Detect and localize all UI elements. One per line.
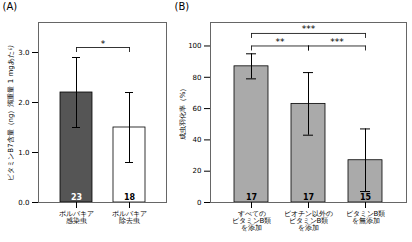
svg-text:*: *	[101, 39, 106, 49]
svg-text:17: 17	[246, 193, 257, 202]
svg-text:20: 20	[193, 167, 202, 175]
svg-text:(B): (B)	[175, 1, 190, 12]
svg-text:ビタミンB7含量（ng）濁重量 1 mgあたり: ビタミンB7含量（ng）濁重量 1 mgあたり	[7, 44, 15, 180]
svg-text:3.0: 3.0	[18, 49, 29, 57]
svg-text:ビタミンB類を無添加: ビタミンB類を無添加	[346, 210, 386, 225]
svg-text:***: ***	[302, 24, 316, 34]
svg-text:0.0: 0.0	[18, 199, 29, 207]
svg-text:100: 100	[188, 42, 201, 50]
svg-text:(A): (A)	[3, 1, 18, 12]
svg-text:2.0: 2.0	[18, 99, 29, 107]
svg-text:15: 15	[360, 193, 372, 202]
svg-text:ビオチン以外のビタミンB類を添加: ビオチン以外のビタミンB類を添加	[284, 210, 333, 232]
svg-text:18: 18	[124, 193, 136, 202]
svg-text:60: 60	[193, 105, 202, 113]
svg-text:23: 23	[71, 193, 82, 202]
svg-text:80: 80	[193, 74, 202, 82]
svg-text:40: 40	[193, 136, 202, 144]
svg-text:0: 0	[197, 199, 201, 207]
svg-text:1.0: 1.0	[18, 149, 29, 157]
svg-text:**: **	[276, 37, 286, 47]
svg-text:成虫羽化率（%）: 成虫羽化率（%）	[179, 85, 187, 141]
svg-text:ボルバキア感染虫: ボルバキア感染虫	[59, 210, 94, 225]
svg-text:すべてのビタミンB類を添加: すべてのビタミンB類を添加	[232, 210, 272, 232]
svg-text:17: 17	[303, 193, 314, 202]
svg-text:***: ***	[330, 37, 344, 47]
svg-text:ボルバキア除去虫: ボルバキア除去虫	[112, 210, 147, 225]
